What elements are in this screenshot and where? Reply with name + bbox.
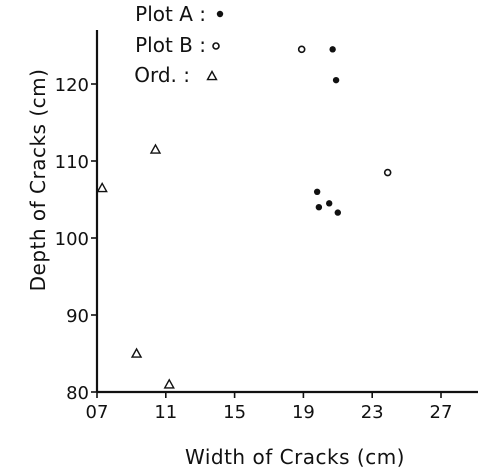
legend: Plot A : Plot B : Ord. : bbox=[134, 2, 224, 87]
legend-label: Plot A : bbox=[135, 2, 206, 26]
x-tick-label: 15 bbox=[223, 402, 246, 423]
x-tick-label: 23 bbox=[361, 402, 384, 423]
data-point-series-3 bbox=[130, 347, 143, 358]
data-point-series-3 bbox=[163, 378, 175, 389]
x-tick-label: 11 bbox=[154, 402, 177, 423]
y-tick-label: 110 bbox=[55, 152, 89, 173]
y-axis-title: Depth of Cracks (cm) bbox=[26, 69, 50, 292]
data-point-series-1 bbox=[329, 46, 336, 53]
data-point-series-1 bbox=[315, 204, 323, 211]
legend-label: Ord. : bbox=[134, 63, 190, 87]
x-axis-title: Width of Cracks (cm) bbox=[185, 445, 405, 469]
y-axis-ticks: 80 90 100 110 120 bbox=[55, 75, 97, 404]
data-point-series-2 bbox=[383, 168, 392, 177]
x-tick-label: 19 bbox=[292, 402, 315, 423]
legend-marker-3 bbox=[206, 70, 218, 81]
y-tick-label: 100 bbox=[55, 229, 89, 250]
data-point-series-1 bbox=[326, 200, 333, 207]
y-tick-label: 120 bbox=[55, 75, 89, 96]
legend-marker-2 bbox=[212, 42, 220, 50]
data-point-series-1 bbox=[332, 76, 340, 84]
data-point-series-3 bbox=[96, 182, 108, 193]
x-axis-ticks: 07 11 15 19 23 27 bbox=[86, 392, 453, 423]
data-point-series-1 bbox=[334, 209, 341, 216]
x-tick-label: 27 bbox=[430, 402, 453, 423]
data-point-series-1 bbox=[313, 188, 321, 195]
data-points bbox=[96, 45, 392, 389]
y-tick-label: 90 bbox=[66, 306, 89, 327]
legend-label: Plot B : bbox=[135, 33, 206, 57]
data-point-series-3 bbox=[149, 143, 162, 154]
legend-marker-1 bbox=[216, 10, 224, 18]
x-tick-label: 07 bbox=[86, 402, 109, 423]
data-point-series-2 bbox=[297, 45, 306, 54]
y-tick-label: 80 bbox=[66, 383, 89, 404]
